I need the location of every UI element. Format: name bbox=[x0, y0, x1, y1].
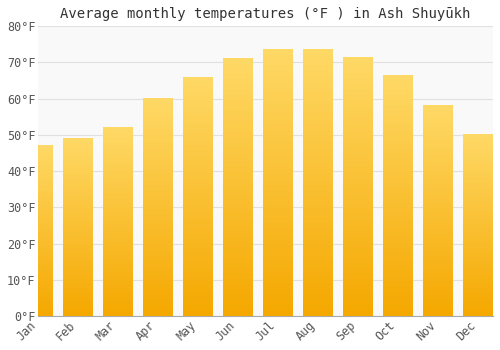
Bar bbox=[63, 139, 93, 316]
Bar bbox=[223, 59, 253, 316]
Bar bbox=[103, 128, 133, 316]
Bar bbox=[263, 50, 293, 316]
Bar bbox=[183, 77, 213, 316]
Bar bbox=[143, 99, 173, 316]
Title: Average monthly temperatures (°F ) in Ash Shuyūkh: Average monthly temperatures (°F ) in As… bbox=[60, 7, 471, 21]
Bar bbox=[423, 106, 453, 316]
Bar bbox=[23, 146, 53, 316]
Bar bbox=[303, 50, 333, 316]
Bar bbox=[383, 75, 413, 316]
Bar bbox=[463, 135, 493, 316]
Bar bbox=[343, 57, 373, 316]
